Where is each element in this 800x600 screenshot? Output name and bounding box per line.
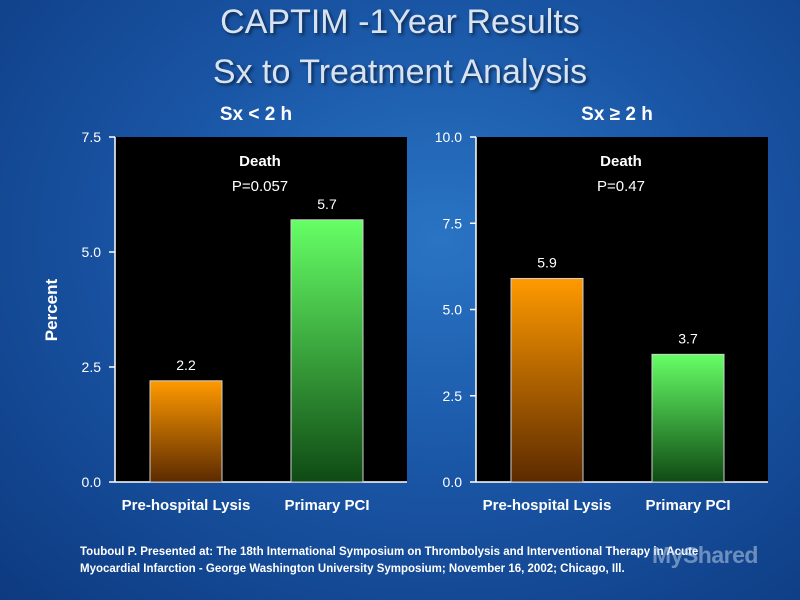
bar-primary-pci	[651, 353, 725, 483]
watermark-logo: MyShared	[652, 542, 758, 568]
y-tick-label: 7.5	[82, 129, 102, 145]
chart-sx-under-2h: Sx < 2 h 0.0 2.5 5.0 7.5 Death P=0.057 2.2 Pre-h…	[82, 104, 407, 514]
bar-primary-pci	[290, 219, 364, 483]
y-axis-label: Percent	[42, 278, 61, 341]
slide-title: CAPTIM -1Year Results	[220, 3, 580, 41]
y-tick-label: 0.0	[82, 474, 102, 490]
x-category-label: Primary PCI	[645, 497, 730, 514]
x-category-label: Pre-hospital Lysis	[122, 497, 251, 514]
x-category-label: Pre-hospital Lysis	[483, 497, 612, 514]
chart-subtitle: Death	[600, 153, 642, 170]
chart-title: Sx < 2 h	[220, 104, 292, 125]
bar-value-label: 2.2	[176, 357, 196, 373]
y-tick-label: 5.0	[82, 244, 102, 260]
slide-subtitle: Sx to Treatment Analysis	[212, 53, 588, 91]
y-tick-label: 2.5	[443, 388, 463, 404]
y-tick-label: 5.0	[443, 302, 463, 318]
bar-value-label: 3.7	[678, 330, 698, 346]
footnote-line-2: Myocardial Infarction - George Washingto…	[80, 563, 625, 575]
p-value-annotation: P=0.057	[232, 178, 288, 195]
bar-pre-hospital-lysis	[510, 277, 584, 483]
y-tick-label: 7.5	[443, 215, 463, 231]
y-tick-label: 2.5	[82, 359, 102, 375]
y-tick-label: 10.0	[435, 129, 462, 145]
bar-value-label: 5.7	[317, 196, 337, 212]
p-value-annotation: P=0.47	[597, 178, 645, 195]
bar-pre-hospital-lysis	[149, 380, 223, 483]
chart-title: Sx ≥ 2 h	[581, 104, 653, 125]
y-tick-label: 0.0	[443, 474, 463, 490]
chart-sx-over-2h: Sx ≥ 2 h 0.0 2.5 5.0 7.5 10.0 Death P=0.47 5.9 Pr…	[435, 104, 768, 514]
footnote-line-1: Touboul P. Presented at: The 18th Intern…	[80, 546, 699, 558]
chart-subtitle: Death	[239, 153, 281, 170]
x-category-label: Primary PCI	[284, 497, 369, 514]
footnote: Touboul P. Presented at: The 18th Intern…	[80, 544, 795, 578]
bar-value-label: 5.9	[537, 254, 557, 270]
